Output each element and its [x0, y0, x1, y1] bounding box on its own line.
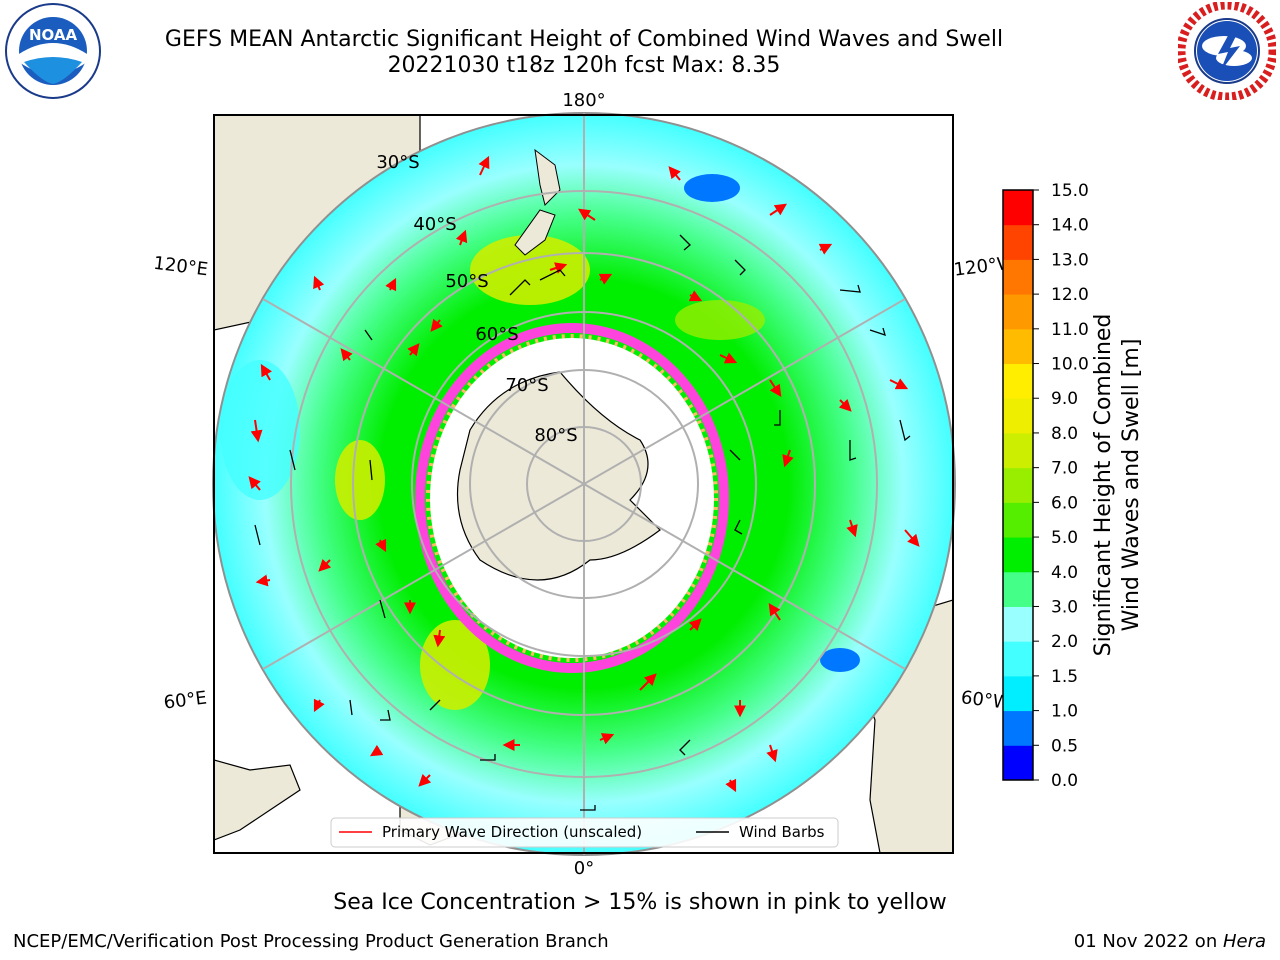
colorbar-tick-label: 3.0	[1051, 597, 1078, 617]
colorbar-segment	[1003, 398, 1033, 434]
colorbar-segment	[1003, 259, 1033, 295]
colorbar-tick-label: 5.0	[1051, 528, 1078, 548]
colorbar-label-line2: Wind Waves and Swell [m]	[1119, 338, 1144, 632]
lat-label-40s: 40°S	[413, 214, 456, 235]
wave-direction-arrows	[248, 155, 920, 793]
lat-label-30s: 30°S	[376, 152, 419, 173]
colorbar-tick-label: 2.0	[1051, 632, 1078, 652]
colorbar-tick-label: 10.0	[1051, 355, 1089, 375]
colorbar-segment	[1003, 710, 1033, 746]
colorbar-tick-label: 13.0	[1051, 250, 1089, 270]
colorbar-tick-label: 6.0	[1051, 493, 1078, 513]
sea-ice-caption: Sea Ice Concentration > 15% is shown in …	[333, 890, 947, 915]
colorbar-tick-label: 1.0	[1051, 702, 1078, 722]
colorbar-tick-label: 8.0	[1051, 424, 1078, 444]
lon-label-120e: 120°E	[152, 253, 209, 281]
noaa-logo: NOAA	[5, 3, 101, 99]
colorbar-segment	[1003, 641, 1033, 677]
colorbar-tick-label: 14.0	[1051, 216, 1089, 236]
colorbar-tick-label: 4.0	[1051, 563, 1078, 583]
africa-land	[214, 759, 301, 841]
lon-label-60e: 60°E	[163, 687, 209, 713]
colorbar-tick-label: 7.0	[1051, 459, 1078, 479]
legend-wave-direction: Primary Wave Direction (unscaled)	[382, 823, 642, 841]
map-legend: Primary Wave Direction (unscaled) Wind B…	[330, 817, 839, 848]
colorbar: 0.0 0.5 1.0 1.5 2.0 3.0 4.0 5.0 6.0 7.0 8.0 9.0 10.0…	[1002, 181, 1089, 791]
colorbar-label: Significant Height of Combined Wind Wave…	[1090, 314, 1146, 657]
colorbar-label-line1: Significant Height of Combined	[1091, 313, 1116, 657]
wave-max-indian	[335, 440, 385, 520]
colorbar-tick-label: 11.0	[1051, 320, 1089, 340]
legend-wind-barbs: Wind Barbs	[739, 823, 825, 841]
colorbar-segment	[1003, 745, 1033, 781]
footer-date-text: 01 Nov 2022 on	[1073, 931, 1223, 952]
colorbar-tick-label: 1.5	[1051, 667, 1078, 687]
colorbar-segment	[1003, 502, 1033, 538]
colorbar-segment	[1003, 571, 1033, 607]
wind-barbs	[254, 234, 911, 811]
colorbar-tick-label: 12.0	[1051, 285, 1089, 305]
colorbar-segment	[1003, 224, 1033, 260]
map-frame	[213, 114, 954, 854]
colorbar-segment	[1003, 675, 1033, 712]
sea-ice-edge	[415, 323, 729, 673]
footer-credit: NCEP/EMC/Verification Post Processing Pr…	[13, 931, 609, 952]
chart-subtitle: 20221030 t18z 120h fcst Max: 8.35	[387, 53, 781, 78]
colorbar-tick-label: 0.0	[1051, 771, 1078, 791]
colorbar-frame	[1002, 189, 1034, 781]
colorbar-tick-label: 9.0	[1051, 389, 1078, 409]
lat-label-50s: 50°S	[445, 271, 488, 292]
noaa-logo-text: NOAA	[29, 26, 78, 44]
colorbar-segment	[1003, 537, 1033, 573]
colorbar-segment	[1003, 294, 1033, 330]
nws-logo	[1178, 2, 1276, 100]
lon-label-180: 180°	[562, 90, 605, 111]
footer-machine: Hera	[1222, 931, 1266, 952]
wave-max-pacific	[470, 235, 590, 305]
colorbar-segment	[1003, 328, 1033, 365]
low-wave-pacific	[684, 174, 740, 202]
lat-label-70s: 70°S	[505, 375, 548, 396]
colorbar-tick-label: 15.0	[1051, 181, 1089, 201]
colorbar-segment	[1003, 363, 1033, 399]
colorbar-tick-label: 0.5	[1051, 736, 1078, 756]
colorbar-segment	[1003, 467, 1033, 503]
colorbar-segment	[1003, 190, 1033, 226]
lat-label-60s: 60°S	[475, 324, 518, 345]
colorbar-segment	[1003, 606, 1033, 642]
footer-date: 01 Nov 2022 on Hera	[1074, 931, 1266, 952]
colorbar-segment	[1003, 432, 1033, 469]
lon-label-0: 0°	[574, 858, 594, 879]
lat-label-80s: 80°S	[534, 425, 577, 446]
chart-title: GEFS MEAN Antarctic Significant Height o…	[164, 27, 1004, 52]
